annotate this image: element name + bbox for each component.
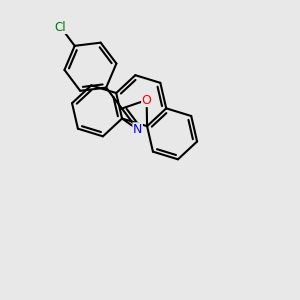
Text: Cl: Cl	[55, 20, 66, 34]
Text: O: O	[142, 94, 152, 106]
Text: N: N	[133, 123, 142, 136]
